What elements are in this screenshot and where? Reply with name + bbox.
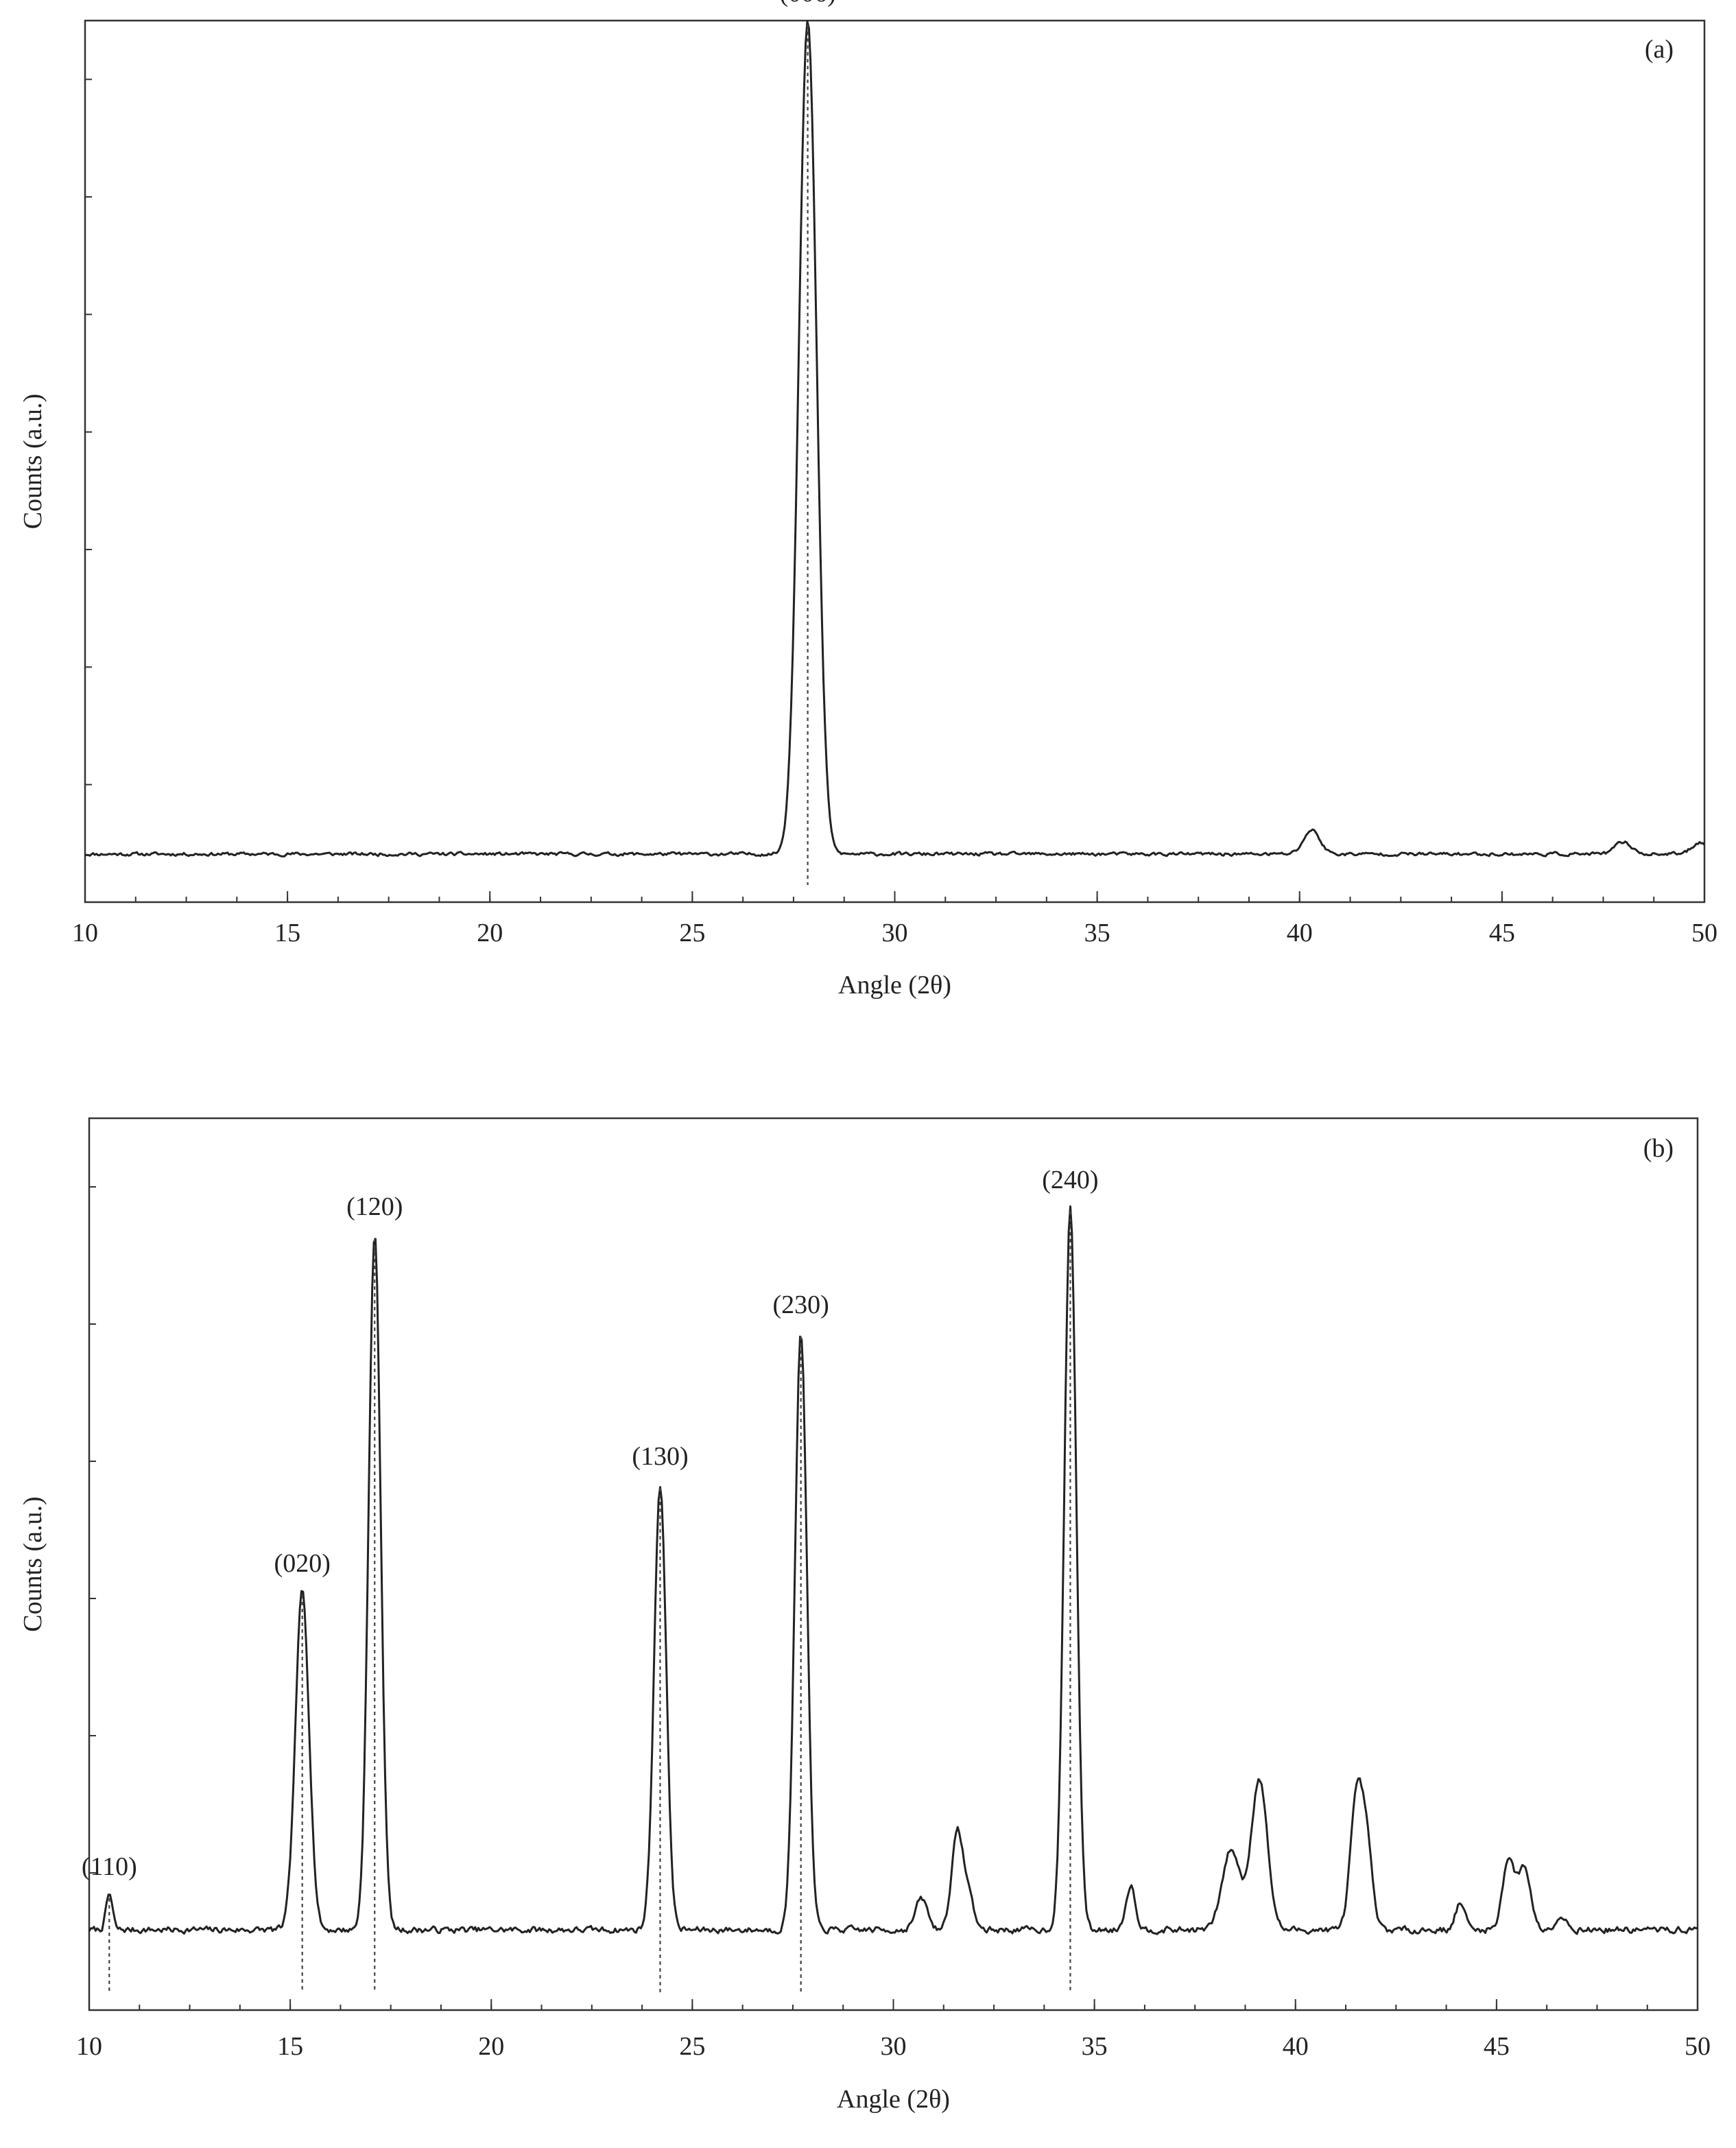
peak-label: (110): [82, 1852, 137, 1881]
x-axis-label: Angle (2θ): [837, 2085, 950, 2114]
y-axis-label: Counts (a.u.): [19, 1496, 47, 1631]
x-tick-label: 30: [882, 919, 908, 947]
x-tick-label: 40: [1283, 2032, 1309, 2061]
peak-label: (240): [1042, 1166, 1098, 1194]
x-tick-label: 50: [1685, 2032, 1711, 2061]
x-tick-label: 20: [477, 919, 503, 947]
peak-label: (006): [779, 0, 835, 8]
x-tick-label: 10: [72, 919, 98, 947]
peak-label: (020): [274, 1549, 331, 1578]
panel-a: 10 15 20 25 30 35 40 45 50 Angle (2θ) Counts (a.u.…: [19, 0, 1717, 1000]
xrd-trace: [84, 20, 1706, 858]
x-tick-label: 10: [76, 2032, 102, 2061]
xrd-trace: [88, 1205, 1698, 1935]
peak-label: (230): [773, 1290, 829, 1319]
x-tick-label: 20: [478, 2032, 504, 2061]
x-tick-label: 30: [881, 2032, 907, 2061]
panel-tag: (b): [1643, 1134, 1674, 1163]
x-tick-label: 25: [679, 2032, 705, 2061]
x-tick-label: 45: [1484, 2032, 1510, 2061]
y-axis-label: Counts (a.u.): [19, 394, 47, 529]
x-tick-label: 40: [1287, 919, 1313, 947]
x-tick-label: 25: [679, 919, 705, 947]
x-tick-label: 15: [277, 2032, 303, 2061]
panel-tag: (a): [1645, 35, 1674, 64]
plot-frame: [84, 19, 1706, 904]
x-axis-label: Angle (2θ): [838, 971, 951, 1000]
x-tick-label: 15: [274, 919, 300, 947]
peak-label: (120): [346, 1192, 403, 1221]
x-tick-label: 50: [1691, 919, 1717, 947]
x-tick-label: 45: [1489, 919, 1515, 947]
panel-b: 10 15 20 25 30 35 40 45 50 Angle (2θ) Counts (a.u.…: [19, 1117, 1711, 2114]
x-tick-label: 35: [1084, 919, 1110, 947]
peak-label: (130): [632, 1442, 688, 1471]
x-tick-label: 35: [1082, 2032, 1108, 2061]
